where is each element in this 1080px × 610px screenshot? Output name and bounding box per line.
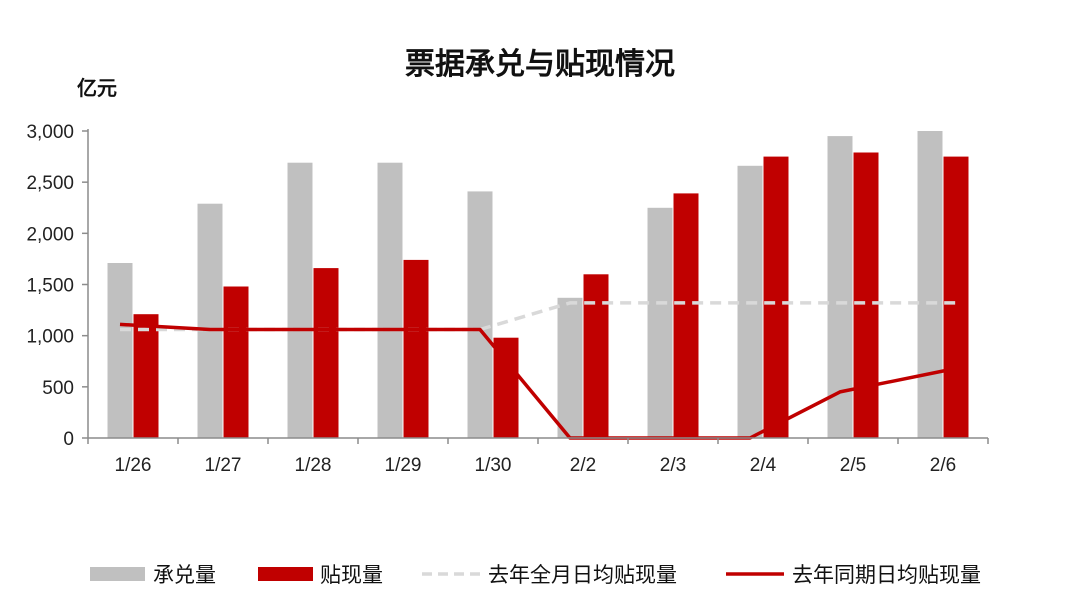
bar-贴现量-1/29 [404, 260, 429, 438]
bar-贴现量-2/6 [944, 157, 969, 438]
legend-label-去年同期日均贴现量: 去年同期日均贴现量 [792, 563, 981, 587]
bar-承兑量-1/28 [288, 163, 313, 438]
y-tick-label: 2,000 [26, 224, 74, 245]
x-tick-label: 2/2 [570, 455, 596, 476]
x-tick-label: 1/30 [475, 455, 512, 476]
y-tick-label: 3,000 [26, 122, 74, 143]
legend: 承兑量 贴现量 去年全月日均贴现量 去年同期日均贴现量 [90, 563, 981, 587]
bar-承兑量-2/6 [918, 131, 943, 438]
bar-贴现量-2/3 [674, 193, 699, 438]
y-tick-label: 500 [42, 378, 74, 399]
y-tick-label: 0 [63, 429, 74, 450]
x-tick-label: 2/6 [930, 455, 956, 476]
legend-swatch-贴现量 [258, 567, 313, 581]
bar-承兑量-1/27 [198, 204, 223, 438]
bar-贴现量-2/5 [854, 153, 879, 439]
bar-承兑量-1/26 [108, 263, 133, 438]
x-tick-label: 1/28 [295, 455, 332, 476]
y-tick-label: 2,500 [26, 173, 74, 194]
y-tick-label: 1,000 [26, 327, 74, 348]
legend-label-贴现量: 贴现量 [320, 563, 383, 587]
legend-label-承兑量: 承兑量 [153, 563, 216, 587]
bar-贴现量-1/26 [134, 314, 159, 438]
y-axis-unit-label: 亿元 [77, 76, 117, 100]
bar-承兑量-1/30 [468, 191, 493, 438]
bar-贴现量-2/2 [584, 274, 609, 438]
bar-承兑量-2/2 [558, 298, 583, 438]
x-tick-label: 2/3 [660, 455, 686, 476]
bar-承兑量-2/3 [648, 208, 673, 438]
bar-贴现量-1/28 [314, 268, 339, 438]
x-tick-label: 2/5 [840, 455, 866, 476]
bar-承兑量-1/29 [378, 163, 403, 438]
bar-贴现量-1/27 [224, 287, 249, 439]
x-tick-label: 1/27 [205, 455, 242, 476]
bar-贴现量-2/4 [764, 157, 789, 438]
legend-swatch-承兑量 [90, 567, 145, 581]
legend-label-去年全月日均贴现量: 去年全月日均贴现量 [488, 563, 677, 587]
x-tick-label: 2/4 [750, 455, 777, 476]
chart-title: 票据承兑与贴现情况 [405, 47, 675, 82]
x-tick-label: 1/29 [385, 455, 422, 476]
x-tick-label: 1/26 [115, 455, 152, 476]
y-tick-label: 1,500 [26, 276, 74, 297]
